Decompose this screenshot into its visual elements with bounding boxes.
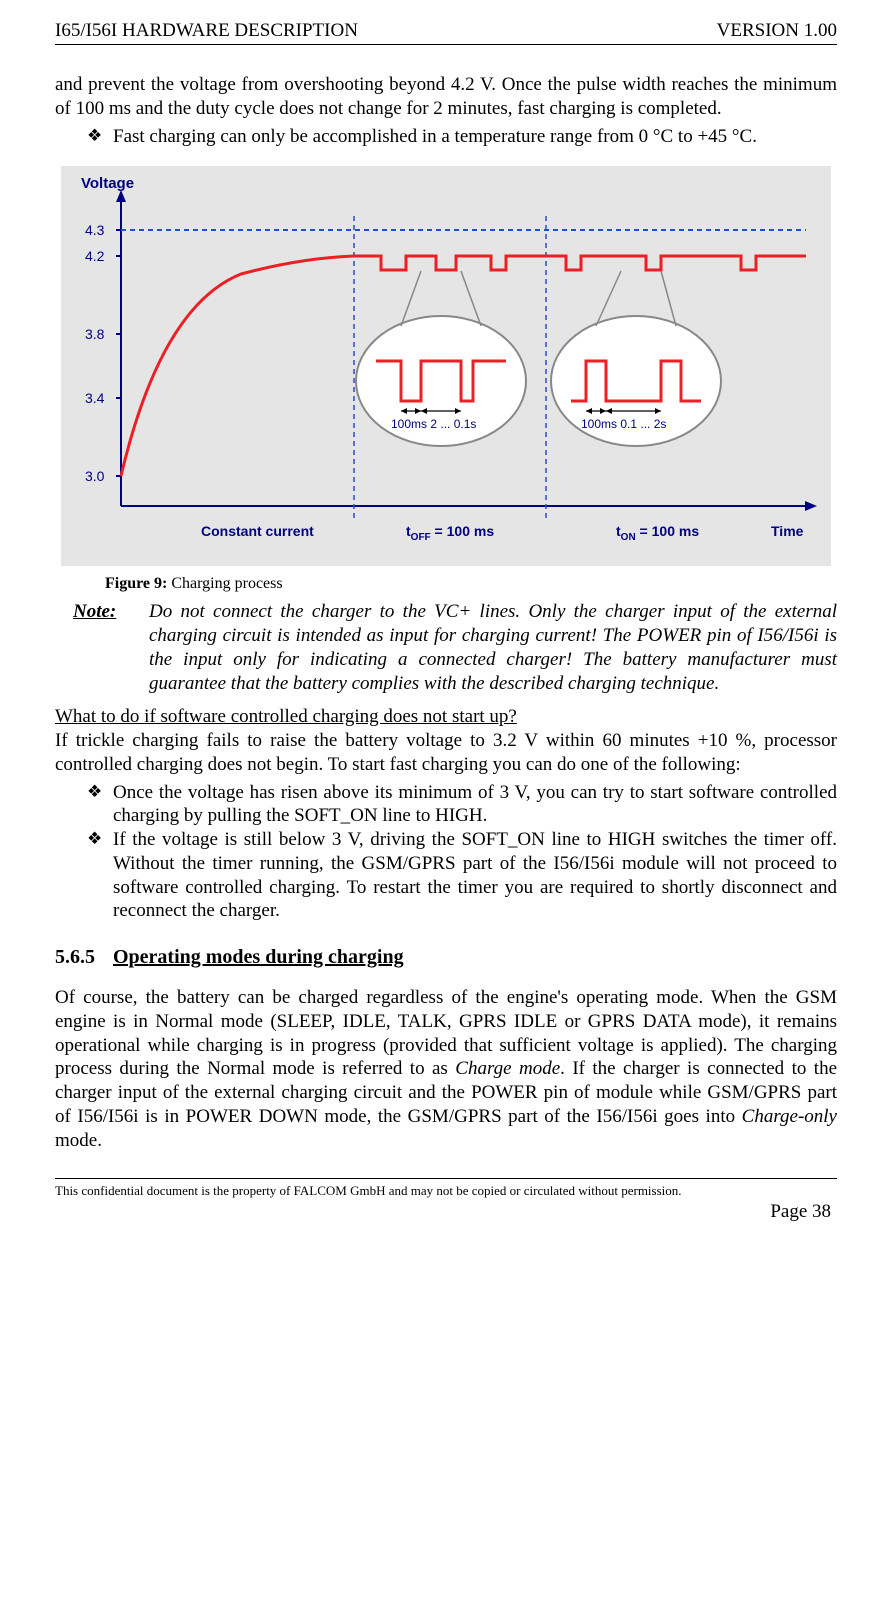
bullet-icon: ❖ — [87, 828, 113, 923]
ytick-3: 3.4 — [85, 390, 105, 406]
chart-svg: Voltage 4.3 4.2 3.8 3.4 3.0 — [61, 166, 831, 566]
y-axis-label: Voltage — [81, 175, 134, 192]
note-body: Do not connect the charger to the VC+ li… — [149, 600, 837, 695]
bullet-item: ❖ Once the voltage has risen above its m… — [87, 781, 837, 829]
section-heading: 5.6.5 Operating modes during charging — [55, 945, 837, 970]
figure-charging-process: Voltage 4.3 4.2 3.8 3.4 3.0 — [61, 166, 837, 566]
figure-caption-rest: Charging process — [167, 575, 282, 592]
header-left: I65/I56I HARDWARE DESCRIPTION — [55, 20, 358, 42]
ytick-2: 3.8 — [85, 326, 105, 342]
section-number: 5.6.5 — [55, 945, 113, 970]
continuation-paragraph: and prevent the voltage from overshootin… — [55, 73, 837, 121]
note-label: Note: — [73, 600, 149, 695]
figure-caption-bold: Figure 9: — [105, 575, 167, 592]
xlabel-constant: Constant current — [201, 523, 314, 539]
inset1-label: 100ms 2 ... 0.1s — [391, 417, 476, 431]
ytick-0: 4.3 — [85, 222, 105, 238]
section-para-it2: Charge-only — [742, 1106, 837, 1127]
xlabel-time: Time — [771, 523, 804, 539]
figure-caption: Figure 9: Charging process — [105, 574, 837, 594]
bullet-text: Once the voltage has risen above its min… — [113, 781, 837, 829]
bullet-item: ❖ Fast charging can only be accomplished… — [87, 125, 837, 149]
bullet-icon: ❖ — [87, 125, 113, 149]
section-para-it1: Charge mode — [455, 1058, 560, 1079]
subheading: What to do if software controlled chargi… — [55, 706, 517, 727]
section-title: Operating modes during charging — [113, 945, 404, 970]
para-after-subhead: If trickle charging fails to raise the b… — [55, 730, 837, 775]
ytick-4: 3.0 — [85, 468, 105, 484]
bullet-item: ❖ If the voltage is still below 3 V, dri… — [87, 828, 837, 923]
subhead-paragraph: What to do if software controlled chargi… — [55, 705, 837, 776]
section-paragraph: Of course, the battery can be charged re… — [55, 986, 837, 1152]
page-header: I65/I56I HARDWARE DESCRIPTION VERSION 1.… — [55, 20, 837, 44]
section-para-end: mode. — [55, 1130, 102, 1151]
header-rule — [55, 44, 837, 45]
ytick-1: 4.2 — [85, 248, 105, 264]
footer-confidential: This confidential document is the proper… — [55, 1183, 837, 1199]
bullet-text: If the voltage is still below 3 V, drivi… — [113, 828, 837, 923]
bullet-icon: ❖ — [87, 781, 113, 829]
note-block: Note: Do not connect the charger to the … — [73, 600, 837, 695]
footer-page-number: Page 38 — [55, 1201, 837, 1223]
bullet-text: Fast charging can only be accomplished i… — [113, 125, 837, 149]
page-footer: This confidential document is the proper… — [55, 1178, 837, 1223]
inset2-label: 100ms 0.1 ... 2s — [581, 417, 666, 431]
header-right: VERSION 1.00 — [717, 20, 837, 42]
